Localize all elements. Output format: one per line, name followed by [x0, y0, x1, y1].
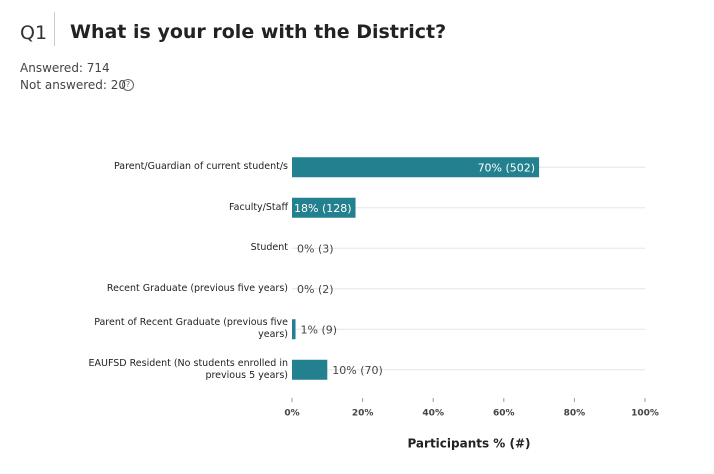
category-label: Recent Graduate (previous five years) — [106, 282, 288, 294]
value-label: 18% (128) — [294, 202, 352, 215]
category-label: EAUFSD Resident (No students enrolled in… — [88, 357, 288, 381]
x-tick-label: 40% — [422, 409, 444, 419]
x-tick-label: 0% — [284, 409, 299, 419]
divider — [54, 12, 55, 46]
not-answered: Not answered: 20 — [20, 78, 127, 92]
value-label: 0% (2) — [297, 283, 334, 296]
value-label: 70% (502) — [478, 161, 536, 174]
value-label: 0% (3) — [297, 242, 334, 255]
bar — [292, 197, 356, 218]
value-label: 1% (9) — [301, 323, 338, 336]
x-tick-label: 60% — [493, 409, 515, 419]
bar — [292, 359, 328, 380]
bar — [292, 319, 296, 340]
help-icon[interactable]: ? — [122, 79, 134, 91]
category-label: Parent of Recent Graduate (previous five… — [94, 317, 288, 341]
question-number: Q1 — [20, 22, 48, 44]
x-tick-label: 100% — [631, 409, 659, 419]
category-label: Faculty/Staff — [229, 201, 288, 213]
question-title: What is your role with the District? — [70, 21, 447, 43]
x-tick-label: 20% — [352, 409, 374, 419]
bar — [292, 157, 540, 178]
category-label: Student — [250, 242, 288, 254]
category-label: Parent/Guardian of current student/s — [113, 161, 288, 173]
x-tick-label: 80% — [564, 409, 586, 419]
answered: Answered: 714 — [20, 61, 110, 75]
x-axis-title: Participants % (#) — [407, 437, 530, 451]
value-label: 10% (70) — [332, 364, 383, 377]
